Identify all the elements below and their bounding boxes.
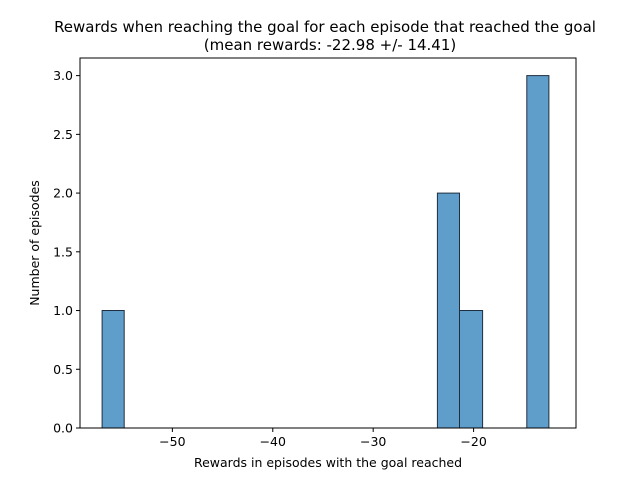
histogram-bar-2 bbox=[459, 310, 484, 429]
y-tick-label: 1.5 bbox=[53, 244, 73, 259]
chart-title-line1: Rewards when reaching the goal for each … bbox=[54, 18, 596, 36]
histogram-bar-0 bbox=[101, 310, 125, 429]
y-axis-label: Number of episodes bbox=[27, 180, 42, 306]
plot-frame bbox=[79, 57, 577, 429]
x-tick-label: −20 bbox=[460, 434, 486, 449]
histogram-bar-3 bbox=[526, 75, 550, 429]
y-tick-label: 0.0 bbox=[53, 421, 73, 436]
x-tick-label: −40 bbox=[260, 434, 286, 449]
histogram-bar-1 bbox=[436, 192, 460, 429]
x-tick-label: −50 bbox=[159, 434, 185, 449]
y-tick-label: 2.5 bbox=[53, 127, 73, 142]
x-axis-label: Rewards in episodes with the goal reache… bbox=[194, 455, 462, 470]
y-tick-label: 3.0 bbox=[53, 68, 73, 83]
plot-area: −50 −40 −30 −20 0.0 0.5 1.0 1.5 2.0 2.5 3.0 bbox=[53, 57, 577, 449]
chart-title-line2: (mean rewards: -22.98 +/- 14.41) bbox=[204, 36, 456, 54]
y-tick-label: 0.5 bbox=[53, 362, 73, 377]
y-tick-label: 1.0 bbox=[53, 303, 73, 318]
x-tick-label: −30 bbox=[360, 434, 386, 449]
y-tick-label: 2.0 bbox=[53, 186, 73, 201]
